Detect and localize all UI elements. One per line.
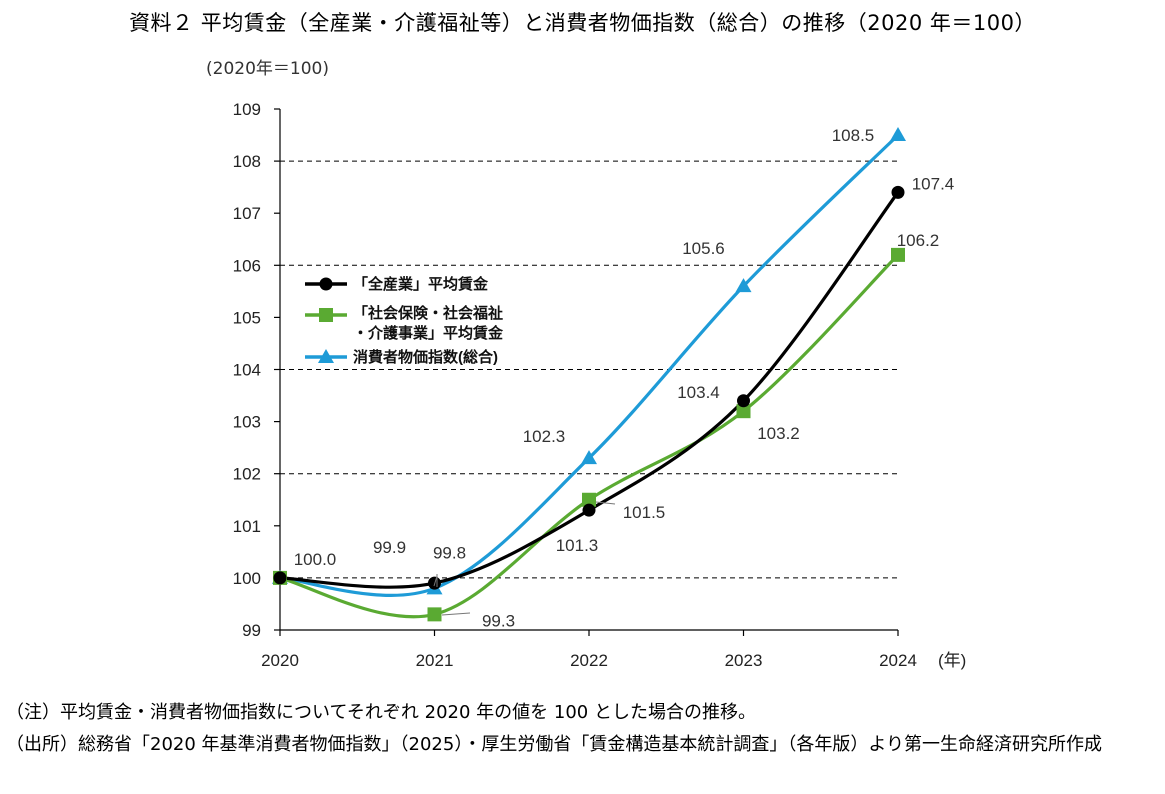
data-label-leader <box>433 575 438 587</box>
welfare-care-wage-marker <box>582 492 596 507</box>
x-tick-label: 2020 <box>261 651 299 670</box>
legend-all-industry-wage-marker <box>319 277 333 291</box>
cpi-line <box>278 133 900 597</box>
welfare-care-wage-data-label: 99.3 <box>482 611 515 630</box>
cpi-data-label: 108.5 <box>832 126 875 145</box>
cpi-marker <box>581 450 597 465</box>
y-tick-label: 107 <box>233 204 261 223</box>
welfare-care-wage-marker <box>736 404 751 419</box>
legend-label-welfare-line2: ・介護事業」平均賃金 <box>353 324 504 342</box>
x-axis-unit-label: (年) <box>938 651 966 670</box>
legend-cpi-marker <box>318 349 334 363</box>
y-tick-label: 106 <box>233 256 261 275</box>
y-axis-unit-label: (2020年＝100) <box>206 59 329 79</box>
all-industry-wage-data-label: 107.4 <box>912 174 955 193</box>
cpi-data-label: 99.8 <box>433 543 466 562</box>
all-industry-wage-line <box>278 190 900 589</box>
legend-label-all-industry: 「全産業」平均賃金 <box>353 275 489 293</box>
x-tick-label: 2021 <box>416 651 454 670</box>
welfare-care-wage-marker <box>891 247 905 262</box>
chart-title: 資料２ 平均賃金（全産業・介護福祉等）と消費者物価指数（総合）の推移（2020 … <box>129 11 1036 35</box>
all-industry-wage-marker <box>737 394 750 408</box>
x-tick-label: 2022 <box>570 651 608 670</box>
line-chart: 99 100 101 102 103 104 105 106 107 108 109 2020 2021… <box>233 100 967 670</box>
y-tick-label: 108 <box>233 152 261 171</box>
all-industry-wage-marker <box>891 185 905 199</box>
all-industry-wage-data-label: 103.4 <box>677 383 720 402</box>
all-industry-wage-marker <box>273 571 287 585</box>
legend-welfare-care-wage-marker <box>319 308 333 322</box>
welfare-care-wage-data-label: 101.5 <box>623 503 666 522</box>
y-tick-label: 101 <box>233 517 261 536</box>
welfare-care-wage-data-label: 103.2 <box>757 424 800 443</box>
legend-label-cpi: 消費者物価指数(総合) <box>353 348 498 366</box>
all-industry-wage-marker <box>582 503 596 517</box>
y-tick-label: 105 <box>233 308 261 327</box>
x-tick-label: 2023 <box>725 651 763 670</box>
cpi-data-label: 105.6 <box>682 239 725 258</box>
chart-note: （注）平均賃金・消費者物価指数についてそれぞれ 2020 年の値を 100 とし… <box>6 702 756 723</box>
x-tick-label: 2024 <box>879 651 917 670</box>
data-label-leader <box>441 612 471 616</box>
cpi-marker <box>735 278 752 293</box>
all-industry-wage-data-label: 99.9 <box>373 538 406 557</box>
cpi-data-label: 102.3 <box>523 427 566 446</box>
chart-source: （出所）総務省「2020 年基準消費者物価指数」（2025）・厚生労働省「賃金構… <box>6 734 1102 755</box>
y-tick-label: 100 <box>233 569 261 588</box>
cpi-marker <box>890 127 906 142</box>
welfare-care-wage-data-label: 106.2 <box>897 231 940 250</box>
y-tick-label: 99 <box>242 621 261 640</box>
all-industry-wage-data-label: 101.3 <box>556 536 599 555</box>
all-industry-wage-data-label: 100.0 <box>294 550 337 569</box>
y-tick-label: 102 <box>233 465 261 484</box>
y-tick-label: 104 <box>233 361 261 380</box>
legend-label-welfare-line1: 「社会保険・社会福祉 <box>353 304 503 322</box>
y-tick-label: 103 <box>233 413 261 432</box>
data-label-leader <box>595 501 616 505</box>
welfare-care-wage-marker <box>427 607 442 622</box>
y-tick-label: 109 <box>233 100 261 119</box>
